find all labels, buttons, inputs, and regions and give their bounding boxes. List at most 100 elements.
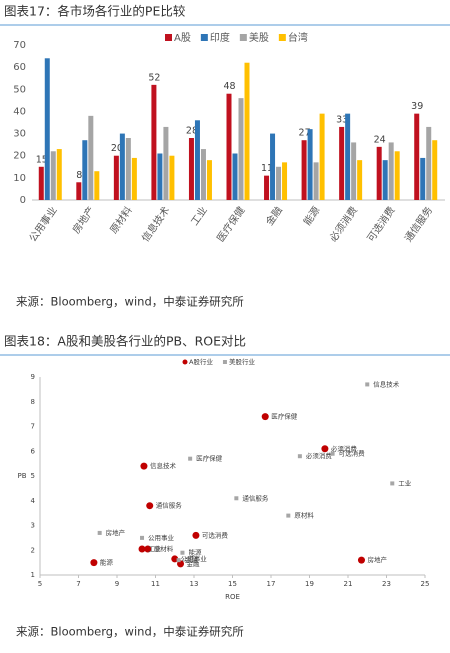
point xyxy=(390,481,395,486)
x-tick-label: 通信服务 xyxy=(402,204,436,244)
bar xyxy=(188,138,194,200)
x-tick-label: 9 xyxy=(115,580,119,588)
y-tick-label: 9 xyxy=(31,373,35,381)
y-tick-label: 5 xyxy=(31,472,35,480)
point xyxy=(180,550,185,555)
point-label: 信息技术 xyxy=(373,379,400,388)
x-tick-label: 信息技术 xyxy=(139,204,173,244)
y-tick-label: 8 xyxy=(31,398,35,406)
x-axis-title: ROE xyxy=(225,593,240,601)
bar xyxy=(345,113,351,200)
x-tick-label: 能源 xyxy=(300,204,322,228)
y-tick-label: 7 xyxy=(31,423,35,431)
point-label: 信息技术 xyxy=(150,461,177,470)
x-tick-label: 11 xyxy=(151,580,160,588)
data-label: 52 xyxy=(148,72,160,83)
bar xyxy=(414,113,420,200)
chart-title: 图表18：A股和美股各行业的PB、ROE对比 xyxy=(4,334,246,349)
point-label: 公用事业 xyxy=(181,554,208,563)
legend-label: 台湾 xyxy=(288,31,308,44)
bar xyxy=(131,157,137,200)
legend-label: 印度 xyxy=(210,31,230,44)
data-label: 8 xyxy=(76,170,82,181)
point xyxy=(261,413,269,421)
point xyxy=(97,530,102,535)
x-tick-label: 5 xyxy=(38,580,42,588)
x-tick-label: 原材料 xyxy=(107,204,135,236)
y-axis-title: PB xyxy=(17,472,26,480)
y-tick-label: 60 xyxy=(13,62,26,73)
bar xyxy=(44,58,50,201)
legend-swatch xyxy=(239,34,247,41)
bar xyxy=(382,160,388,200)
bar xyxy=(56,149,62,200)
point-label: 原材料 xyxy=(294,511,314,520)
point-label: 金融 xyxy=(185,555,199,564)
legend-label: 美股 xyxy=(249,31,269,44)
y-tick-label: 4 xyxy=(31,497,36,505)
point-label: 能源 xyxy=(100,558,114,567)
y-tick-label: 30 xyxy=(13,129,26,140)
data-label: 27 xyxy=(299,128,311,139)
point xyxy=(144,545,152,553)
data-label: 28 xyxy=(186,126,198,137)
bar xyxy=(76,182,82,200)
source: 来源：Bloomberg，wind，中泰证券研究所 xyxy=(16,295,244,309)
point xyxy=(140,535,145,540)
bar xyxy=(38,166,44,200)
bar xyxy=(82,140,88,200)
chart-title: 图表17：各市场各行业的PE比较 xyxy=(4,4,186,19)
bar xyxy=(238,98,244,200)
x-tick-label: 25 xyxy=(421,580,430,588)
bar xyxy=(113,155,119,200)
legend-label: A股行业 xyxy=(189,357,213,366)
bar xyxy=(226,93,232,200)
x-tick-label: 可选消费 xyxy=(364,204,398,244)
data-label: 39 xyxy=(411,101,423,112)
y-tick-label: 6 xyxy=(31,447,36,455)
data-label: 33 xyxy=(336,114,348,125)
y-tick-label: 40 xyxy=(13,106,26,117)
bar xyxy=(244,62,250,200)
bar xyxy=(319,113,325,200)
bar xyxy=(339,126,345,200)
bar xyxy=(169,155,175,200)
y-tick-label: 0 xyxy=(20,195,26,206)
x-tick-label: 公用事业 xyxy=(26,204,60,244)
point-label: 工业 xyxy=(148,544,162,553)
x-tick-label: 7 xyxy=(76,580,80,588)
x-tick-label: 医疗保健 xyxy=(214,204,248,244)
point-label: 必须消费 xyxy=(306,451,333,460)
point-label: 公用事业 xyxy=(148,533,175,542)
y-tick-label: 2 xyxy=(31,546,35,554)
x-tick-label: 23 xyxy=(382,580,391,588)
point-label: 可选消费 xyxy=(339,449,366,458)
point xyxy=(176,558,181,563)
x-tick-label: 金融 xyxy=(263,204,285,228)
point-label: 能源 xyxy=(188,548,202,557)
bar xyxy=(264,175,270,200)
x-tick-label: 房地产 xyxy=(69,204,97,236)
y-tick-label: 20 xyxy=(13,151,26,162)
x-tick-label: 19 xyxy=(305,580,314,588)
point-label: 金融 xyxy=(187,559,201,568)
bar xyxy=(194,120,200,200)
point xyxy=(138,545,146,553)
legend-label: 美股行业 xyxy=(229,357,256,366)
point-label: 可选消费 xyxy=(202,530,229,539)
x-tick-label: 必须消费 xyxy=(326,204,360,244)
bar xyxy=(151,84,157,200)
point xyxy=(234,496,239,501)
point-label: 房地产 xyxy=(106,528,126,537)
bar xyxy=(125,138,131,200)
bar xyxy=(351,142,357,200)
y-tick-label: 1 xyxy=(31,571,35,579)
x-tick-label: 工业 xyxy=(189,205,210,228)
source: 来源：Bloomberg，wind，中泰证券研究所 xyxy=(16,625,244,639)
data-label: 20 xyxy=(111,143,123,154)
bar xyxy=(94,171,100,200)
bar xyxy=(420,157,426,200)
bar xyxy=(394,151,400,200)
bar xyxy=(313,162,319,200)
point xyxy=(286,513,291,518)
